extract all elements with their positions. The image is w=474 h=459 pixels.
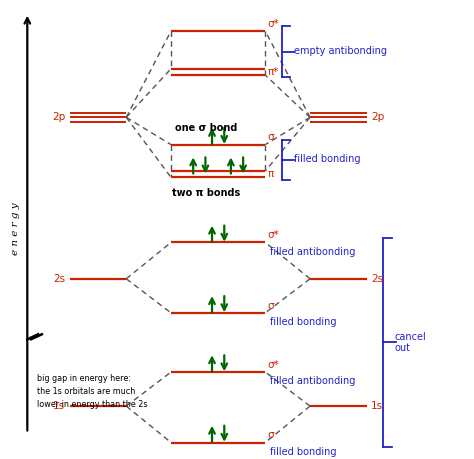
Text: filled bonding: filled bonding xyxy=(270,447,337,457)
Text: cancel
out: cancel out xyxy=(395,332,427,353)
Text: filled antibonding: filled antibonding xyxy=(270,376,356,386)
Text: π: π xyxy=(268,169,274,179)
Text: two π bonds: two π bonds xyxy=(172,188,240,198)
Text: e n e r g y: e n e r g y xyxy=(11,202,20,255)
Text: one σ bond: one σ bond xyxy=(175,123,237,133)
Text: σ: σ xyxy=(268,301,274,311)
Text: 2s: 2s xyxy=(371,274,383,284)
Text: filled bonding: filled bonding xyxy=(270,317,337,327)
Text: 2p: 2p xyxy=(52,112,65,123)
Text: σ*: σ* xyxy=(268,360,279,370)
Text: filled bonding: filled bonding xyxy=(293,154,360,164)
Text: 1s: 1s xyxy=(53,401,65,411)
Text: the 1s orbitals are much: the 1s orbitals are much xyxy=(36,387,135,396)
Text: 2p: 2p xyxy=(371,112,384,123)
Text: 2s: 2s xyxy=(53,274,65,284)
Text: σ: σ xyxy=(268,430,274,440)
Text: σ: σ xyxy=(268,132,274,142)
Text: big gap in energy here:: big gap in energy here: xyxy=(36,374,131,383)
Text: empty antibonding: empty antibonding xyxy=(293,46,386,56)
Text: σ*: σ* xyxy=(268,19,279,28)
Text: σ*: σ* xyxy=(268,230,279,240)
Text: π*: π* xyxy=(268,67,279,77)
Text: 1s: 1s xyxy=(371,401,383,411)
Text: filled antibonding: filled antibonding xyxy=(270,246,356,257)
Text: lower in energy than the 2s: lower in energy than the 2s xyxy=(36,400,147,409)
